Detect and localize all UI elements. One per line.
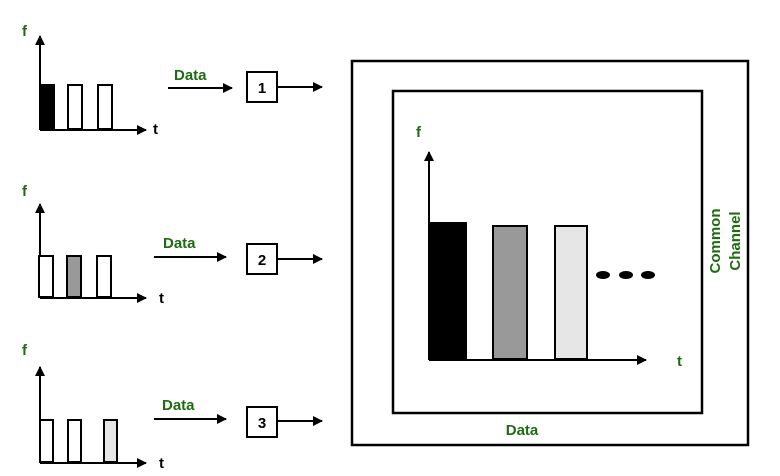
data-label: Data <box>163 235 196 252</box>
channel-number: 3 <box>258 415 266 432</box>
signal-bar <box>39 84 55 130</box>
continuation-dot <box>596 271 610 279</box>
common-data-label: Data <box>506 422 539 439</box>
signal-bar <box>39 419 54 463</box>
common-bar-3 <box>554 225 588 360</box>
t-axis-label: t <box>153 121 158 138</box>
f-axis-label: f <box>22 23 28 40</box>
input-signal-3: f t Data 3 <box>22 342 323 472</box>
continuation-dot <box>641 271 655 279</box>
data-label: Data <box>174 67 207 84</box>
common-channel: Common Channel Data f t <box>350 59 750 447</box>
channel-number: 1 <box>258 80 266 97</box>
signal-bar <box>67 84 83 130</box>
t-axis-label: t <box>159 455 164 472</box>
channel-number: 2 <box>258 252 266 269</box>
input-signal-2: f t Data 2 <box>22 183 323 307</box>
signal-bar <box>67 419 82 463</box>
signal-bar <box>66 255 82 298</box>
common-f-axis-label: f <box>416 124 422 141</box>
t-axis-label: t <box>159 290 164 307</box>
f-axis-label: f <box>22 183 28 200</box>
input-signal-1: f t Data 1 <box>22 23 323 138</box>
signal-bar <box>38 255 54 298</box>
common-t-axis-label: t <box>677 353 682 370</box>
f-axis-label: f <box>22 342 28 359</box>
signal-bar <box>97 84 113 130</box>
data-label: Data <box>162 397 195 414</box>
common-bar-1 <box>428 222 467 360</box>
signal-bar <box>103 419 118 463</box>
common-channel-label-line2: Channel <box>727 211 744 270</box>
channel-box-1 <box>246 71 278 103</box>
continuation-dot <box>619 271 633 279</box>
continuation-dots <box>596 271 655 279</box>
signal-bar <box>96 255 112 298</box>
common-channel-label-line1: Common <box>707 209 724 274</box>
common-bar-2 <box>492 225 528 360</box>
